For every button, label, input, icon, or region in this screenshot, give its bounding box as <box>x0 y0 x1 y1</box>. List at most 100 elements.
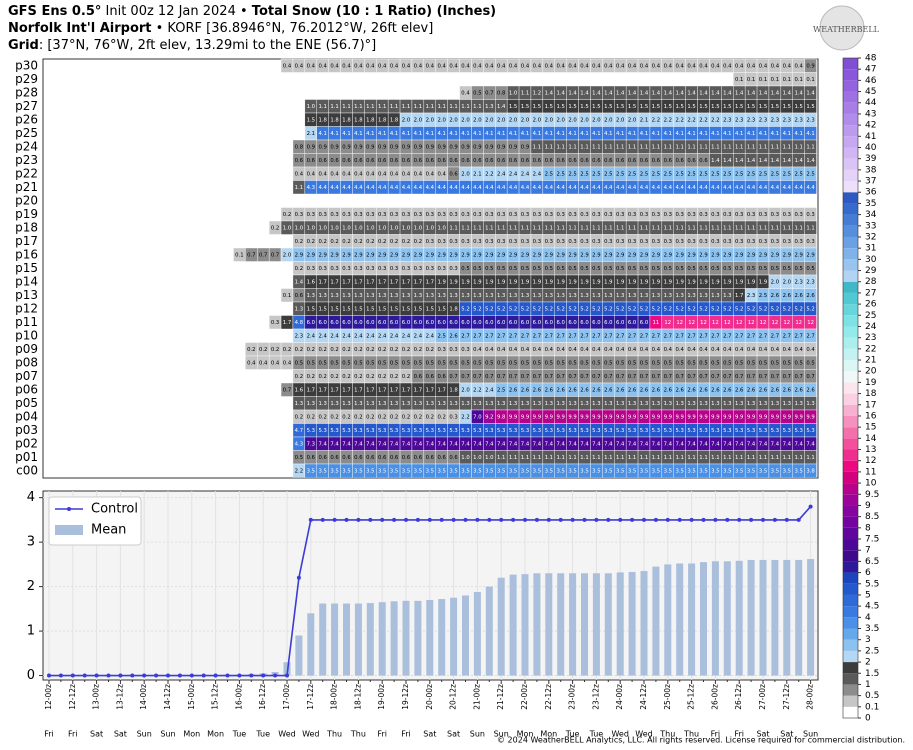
colorbar-label: 18 <box>865 389 877 399</box>
cell-label: 4.1 <box>390 131 398 137</box>
cell-label: 1.5 <box>307 117 315 123</box>
marker <box>570 517 575 522</box>
cell-label: 5.2 <box>711 306 719 312</box>
colorbar-bin <box>843 706 858 718</box>
cell-label: 0.5 <box>759 360 767 366</box>
cell-label: 0.3 <box>461 347 469 353</box>
cell-label: 5.3 <box>675 428 683 434</box>
cell-label: 2.6 <box>747 387 756 393</box>
day-label: Tue <box>255 730 270 739</box>
cell-label: 2.9 <box>568 252 576 258</box>
cell-label: 5.3 <box>426 428 434 434</box>
cell-label: 0.7 <box>485 374 493 380</box>
cell-label: 0.2 <box>390 414 398 420</box>
cell-label: 1.4 <box>640 90 649 96</box>
cell-label: 4.1 <box>497 131 505 137</box>
cell-label: 2.6 <box>806 387 815 393</box>
cell-label: 1.1 <box>628 225 636 231</box>
colorbar-bin <box>843 572 858 584</box>
cell-label: 0.5 <box>675 266 683 272</box>
cell-label: 7.4 <box>616 441 625 447</box>
bar <box>343 603 350 676</box>
marker <box>166 673 170 678</box>
cell-label: 9.9 <box>652 414 660 420</box>
cell-label: 1.1 <box>533 144 541 150</box>
cell-label: 2.5 <box>759 293 767 299</box>
cell-label: 0.2 <box>354 414 362 420</box>
cell-label: 0.3 <box>664 239 672 245</box>
cell-label: 0.5 <box>509 360 517 366</box>
colorbar-label: 11 <box>865 467 876 477</box>
cell-label: 0.4 <box>592 347 601 353</box>
cell-label: 0.3 <box>295 212 303 218</box>
day-label: Thu <box>326 730 342 739</box>
cell-label: 1.1 <box>806 144 814 150</box>
cell-label: 2.3 <box>723 117 731 123</box>
bar <box>366 603 374 676</box>
cell-label: 2.6 <box>759 387 768 393</box>
colorbar-label: 28 <box>865 277 877 287</box>
cell-label: 3.5 <box>592 468 600 474</box>
cell-label: 0.7 <box>509 374 517 380</box>
colorbar-bin <box>843 527 858 540</box>
cell-label: 2.3 <box>794 117 802 123</box>
cell-label: 0.7 <box>497 374 505 380</box>
cell-label: 2.9 <box>604 252 612 258</box>
cell-label: 1.3 <box>723 293 731 299</box>
bar <box>473 591 481 676</box>
cell-label: 4.3 <box>307 185 315 191</box>
cell-label: 0.4 <box>783 63 792 69</box>
cell-label: 4.1 <box>806 131 814 137</box>
cell-label: 0.3 <box>378 212 386 218</box>
cell-label: 2.6 <box>723 387 732 393</box>
cell-label: 0.4 <box>330 171 339 177</box>
cell-label: 7.4 <box>628 441 637 447</box>
cell-label: 2.0 <box>580 117 589 123</box>
cell-label: 2.0 <box>628 117 637 123</box>
cell-label: 4.4 <box>616 185 625 191</box>
cell-label: 2.6 <box>545 387 554 393</box>
cell-label: 7.4 <box>806 441 815 447</box>
cell-label: 1.1 <box>580 455 588 461</box>
cell-label: 0.4 <box>354 171 363 177</box>
cell-label: 4.1 <box>723 131 731 137</box>
cell-label: 7.4 <box>735 441 744 447</box>
cell-label: 2.0 <box>568 117 577 123</box>
cell-label: 9.9 <box>616 414 624 420</box>
cell-label: 1.4 <box>675 90 684 96</box>
cell-label: 0.3 <box>640 239 648 245</box>
cell-label: 4.1 <box>794 131 802 137</box>
cell-label: 4.1 <box>664 131 672 137</box>
marker <box>761 517 765 522</box>
colorbar-bin <box>843 415 858 428</box>
cell-label: 2.1 <box>640 117 648 123</box>
cell-label: 2.5 <box>628 171 636 177</box>
cell-label: 5.2 <box>461 306 469 312</box>
cell-label: 0.6 <box>318 455 327 461</box>
cell-label: 1.3 <box>390 401 398 407</box>
cell-label: 5.2 <box>675 306 683 312</box>
cell-label: 1.9 <box>664 279 672 285</box>
cell-label: 1.1 <box>449 225 457 231</box>
cell-label: 6.0 <box>568 320 577 326</box>
cell-label: 7.4 <box>437 441 446 447</box>
cell-label: 1.3 <box>580 293 588 299</box>
cell-label: 0.7 <box>652 374 660 380</box>
cell-label: 2.3 <box>783 117 791 123</box>
cell-label: 3.5 <box>461 468 469 474</box>
cell-label: 0.6 <box>461 158 470 164</box>
cell-label: 4.4 <box>449 185 458 191</box>
cell-label: 0.7 <box>545 374 553 380</box>
cell-label: 5.3 <box>414 428 422 434</box>
marker <box>558 517 563 522</box>
cell-label: 3.5 <box>473 468 481 474</box>
colorbar-label: 36 <box>865 188 877 198</box>
marker <box>177 673 182 678</box>
cell-label: 4.4 <box>533 185 542 191</box>
cell-label: 6.0 <box>426 320 435 326</box>
marker <box>808 504 813 509</box>
cell-label: 4.4 <box>545 185 554 191</box>
cell-label: 3.5 <box>485 468 493 474</box>
y-tick-label: 1 <box>27 624 35 639</box>
cell-label: 0.6 <box>509 158 518 164</box>
